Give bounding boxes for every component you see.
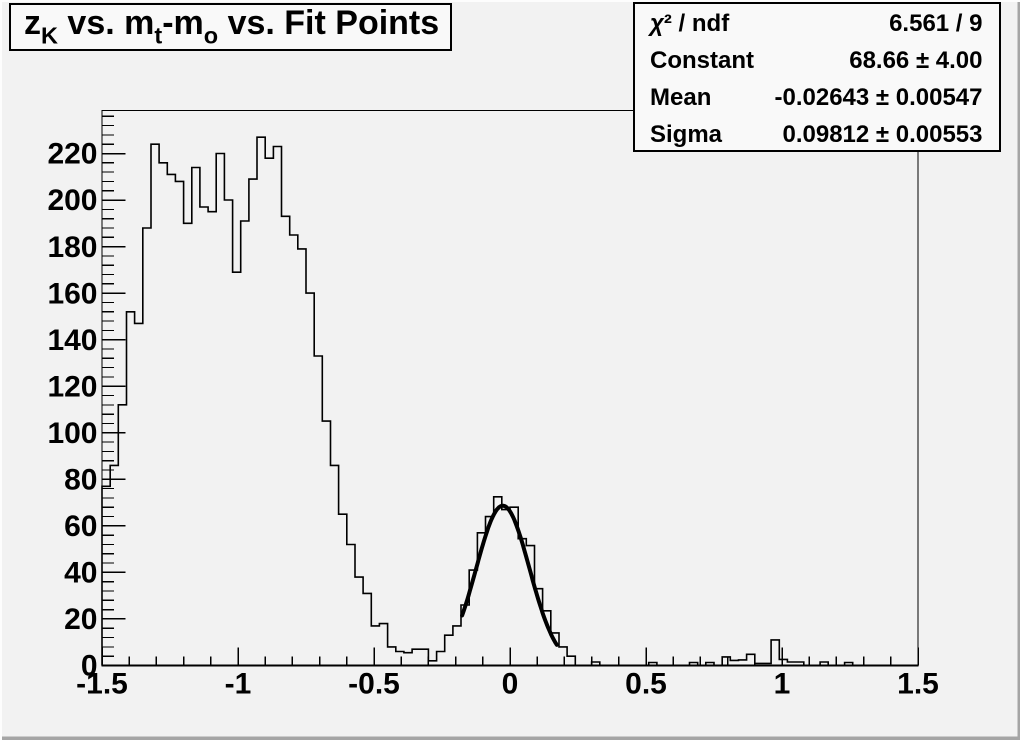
svg-text:160: 160	[47, 277, 97, 310]
svg-text:Mean: Mean	[650, 84, 711, 111]
svg-text:-0.5: -0.5	[348, 668, 400, 701]
svg-text:40: 40	[64, 557, 97, 590]
svg-text:60: 60	[64, 510, 97, 543]
svg-text:χ² / ndf: χ² / ndf	[647, 10, 730, 37]
svg-text:0: 0	[81, 650, 98, 683]
svg-text:100: 100	[47, 417, 97, 450]
svg-text:20: 20	[64, 603, 97, 636]
svg-text:1: 1	[774, 668, 791, 701]
svg-text:zK vs. mt-mo vs. Fit Points: zK vs. mt-mo vs. Fit Points	[24, 4, 439, 49]
svg-text:80: 80	[64, 464, 97, 497]
svg-text:120: 120	[47, 370, 97, 403]
svg-text:Sigma: Sigma	[650, 121, 723, 148]
svg-text:140: 140	[47, 324, 97, 357]
svg-text:-0.02643 ± 0.00547: -0.02643 ± 0.00547	[774, 84, 982, 111]
svg-text:6.561 / 9: 6.561 / 9	[889, 10, 982, 37]
svg-text:-1.5: -1.5	[76, 668, 128, 701]
svg-text:Constant: Constant	[650, 47, 754, 74]
svg-text:68.66 ± 4.00: 68.66 ± 4.00	[849, 47, 982, 74]
svg-text:-1: -1	[225, 668, 252, 701]
svg-text:0.09812 ± 0.00553: 0.09812 ± 0.00553	[782, 121, 982, 148]
svg-text:0: 0	[502, 668, 519, 701]
svg-text:1.5: 1.5	[897, 668, 939, 701]
svg-text:200: 200	[47, 184, 97, 217]
svg-text:0.5: 0.5	[625, 668, 667, 701]
svg-text:220: 220	[47, 138, 97, 171]
svg-text:180: 180	[47, 231, 97, 264]
